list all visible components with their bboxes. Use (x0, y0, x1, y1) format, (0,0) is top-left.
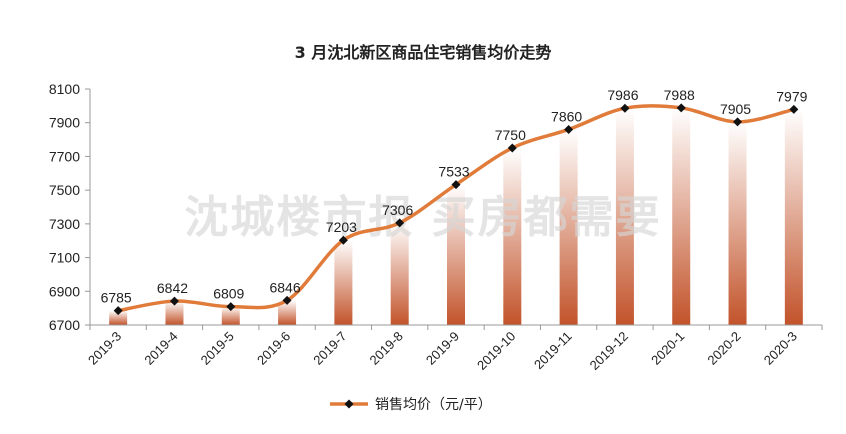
x-tick-label: 2019-8 (367, 329, 406, 368)
data-label: 7860 (551, 108, 582, 124)
data-label: 6785 (101, 290, 132, 306)
bar-2019-3 (109, 310, 128, 325)
bar-2019-8 (390, 222, 409, 325)
legend-marker-swatch (344, 399, 354, 409)
data-labels: 6785 6842 6809 6846 7203 7306 7533 7750 7860 7986… (101, 87, 808, 306)
x-tick-label: 2019-7 (310, 329, 349, 368)
data-label: 7905 (720, 101, 751, 117)
x-tick-label: 2019-9 (423, 329, 462, 368)
x-tick-label: 2019-11 (531, 329, 575, 373)
data-label: 7533 (438, 164, 469, 180)
y-tick-label: 7100 (49, 250, 80, 266)
point-2019-6 (282, 295, 292, 305)
point-2019-10 (507, 143, 517, 153)
bar-2019-10 (503, 148, 522, 325)
x-tick-label: 2019-4 (141, 329, 180, 368)
x-tick-label: 2019-12 (587, 329, 631, 373)
point-2020-3 (789, 104, 799, 114)
point-2019-11 (564, 124, 574, 134)
point-2019-5 (226, 302, 236, 312)
x-tick-label: 2020-3 (761, 329, 800, 368)
data-label: 7979 (776, 88, 807, 104)
bar-2019-5 (221, 306, 240, 325)
point-2019-12 (620, 103, 630, 113)
bar-2019-7 (334, 240, 353, 325)
x-tick-label: 2019-3 (85, 329, 124, 368)
bar-2019-9 (447, 184, 465, 325)
data-label: 7986 (607, 87, 638, 103)
gradient-bars (109, 107, 803, 326)
y-tick-label: 7900 (49, 115, 80, 131)
y-tick-label: 8100 (49, 81, 80, 97)
legend: 销售均价（元/平） (330, 397, 492, 413)
y-tick-label: 6900 (49, 283, 80, 299)
x-tick-label: 2019-5 (198, 329, 237, 368)
bar-2019-12 (615, 108, 634, 326)
bar-2020-1 (672, 107, 691, 325)
data-label: 6842 (157, 280, 188, 296)
x-tick-label: 2020-2 (704, 329, 743, 368)
bar-2020-2 (728, 121, 747, 325)
chart-title: 3 月沈北新区商品住宅销售均价走势 (295, 43, 552, 62)
x-tick-label: 2020-1 (648, 329, 687, 368)
series-line (113, 103, 799, 316)
data-label: 6809 (213, 286, 244, 302)
y-tick-label: 7500 (49, 182, 80, 198)
data-label: 6846 (269, 279, 300, 295)
point-2019-4 (169, 296, 179, 306)
y-tick-label: 7700 (49, 148, 80, 164)
watermark: 沈城楼市报 买房都需要 (184, 192, 661, 243)
point-2019-3 (113, 306, 123, 316)
x-tick-label: 2019-6 (254, 329, 293, 368)
data-label: 7750 (495, 127, 526, 143)
data-label: 7988 (664, 87, 695, 103)
data-label: 7306 (382, 202, 413, 218)
point-2020-1 (676, 103, 686, 113)
bar-2020-3 (784, 109, 803, 325)
y-tick-label: 6700 (49, 317, 80, 333)
point-2019-8 (395, 218, 405, 228)
bar-2019-11 (559, 129, 578, 325)
bar-2019-4 (165, 301, 184, 325)
point-2019-9 (451, 180, 461, 190)
point-2019-7 (338, 235, 348, 245)
point-2020-2 (733, 117, 743, 127)
data-label: 7203 (326, 219, 357, 235)
x-tick-label: 2019-10 (474, 329, 518, 373)
bar-2019-6 (278, 300, 297, 325)
y-tick-label: 7300 (49, 216, 80, 232)
legend-label: 销售均价（元/平） (375, 397, 492, 413)
